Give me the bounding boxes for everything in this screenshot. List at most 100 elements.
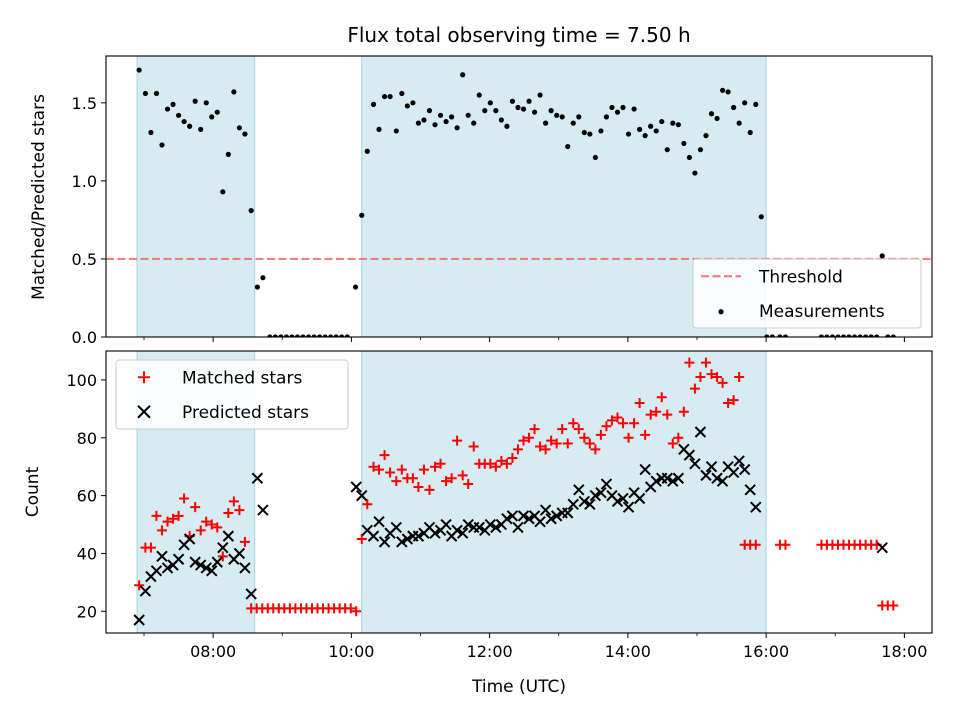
predicted-star-marker <box>217 541 229 554</box>
matched-star-marker <box>524 432 535 443</box>
matched-star-marker <box>162 516 173 527</box>
x-tick-label: 18:00 <box>881 642 927 661</box>
measurement-point <box>670 120 676 126</box>
chart-title: Flux total observing time = 7.50 h <box>347 23 690 47</box>
axes-frame <box>105 350 933 634</box>
predicted-star-marker <box>633 492 646 505</box>
measurement-point <box>592 154 598 161</box>
predicted-star-marker <box>700 469 712 482</box>
measurement-point <box>818 334 825 337</box>
predicted-star-marker <box>156 550 168 563</box>
measurement-point <box>272 334 278 337</box>
plot-area <box>106 56 932 337</box>
measurement-point <box>175 112 182 118</box>
legend-label: Measurements <box>759 302 885 322</box>
measurement-point <box>493 108 499 114</box>
measurement-point <box>203 100 209 106</box>
legend-label: Matched stars <box>182 368 302 388</box>
measurement-point <box>565 143 571 150</box>
matched-star-marker <box>623 432 634 443</box>
measurement-point <box>879 253 885 259</box>
measurement-point <box>370 101 377 107</box>
measurement-point <box>294 334 301 337</box>
measurement-point <box>675 122 681 128</box>
matched-star-marker <box>195 525 206 536</box>
measurement-point <box>352 284 359 290</box>
predicted-star-marker <box>617 492 629 505</box>
matched-star-marker <box>734 372 745 383</box>
matched-star-marker <box>512 444 523 455</box>
matched-star-marker <box>700 357 711 368</box>
measurement-point <box>454 125 460 131</box>
predicted-star-marker <box>683 449 696 461</box>
measurement-point <box>614 109 621 115</box>
matched-star-marker <box>413 481 424 492</box>
y-tick-label: 0.5 <box>72 250 97 269</box>
measurement-point <box>344 334 350 337</box>
top-panel-ratio: 0.0 0.5 1.0 1.5 Threshold Measurements <box>72 55 933 347</box>
measurement-point <box>305 334 312 337</box>
measurement-point <box>443 118 449 125</box>
matched-star-marker <box>457 470 468 481</box>
y-tick-label: 0.0 <box>72 328 97 347</box>
measurement-point <box>697 147 704 153</box>
measurement-point <box>742 100 748 106</box>
measurement-point <box>598 128 604 134</box>
predicted-star-marker <box>600 478 613 490</box>
predicted-star-marker <box>517 510 530 522</box>
measurement-point <box>376 126 382 132</box>
measurement-point <box>300 334 306 337</box>
measurement-point <box>581 129 587 136</box>
matched-star-marker <box>490 461 501 472</box>
predicted-star-marker <box>172 553 185 565</box>
measurement-point <box>322 334 328 337</box>
measurement-point <box>267 334 273 337</box>
measurement-point <box>148 129 154 136</box>
predicted-star-marker <box>456 527 469 539</box>
predicted-star-marker <box>251 472 264 484</box>
matched-star-marker <box>173 510 184 521</box>
measurement-point <box>404 103 410 109</box>
y-tick-label: 20 <box>77 602 97 621</box>
x-tick-label: 14:00 <box>605 642 651 661</box>
matched-star-marker <box>723 398 734 409</box>
predicted-star-marker <box>611 495 624 508</box>
measurement-point <box>874 334 880 337</box>
measurement-point <box>426 108 433 114</box>
y-axis-label-top: Matched/Predicted stars <box>29 94 49 300</box>
matched-star-marker <box>780 539 791 550</box>
measurement-point <box>181 118 187 125</box>
measurement-point <box>531 109 538 115</box>
matched-star-marker <box>501 458 512 469</box>
predicted-star-marker <box>222 530 235 542</box>
measurement-point <box>851 334 858 337</box>
measurement-point <box>465 112 471 118</box>
predicted-star-marker <box>573 484 585 496</box>
legend-measurement-swatch <box>718 309 724 315</box>
measurement-point <box>835 334 841 337</box>
measurement-point <box>333 334 339 337</box>
predicted-star-marker <box>705 460 718 473</box>
matched-star-marker <box>712 372 723 383</box>
y-tick-label: 1.5 <box>72 94 97 113</box>
predicted-star-marker <box>367 530 380 542</box>
matched-star-marker <box>750 539 761 550</box>
matched-star-marker <box>351 606 362 617</box>
matched-star-marker <box>507 453 518 464</box>
measurement-point <box>328 334 334 337</box>
measurement-point <box>254 284 260 290</box>
predicted-star-marker <box>750 501 762 513</box>
measurement-point <box>868 334 874 337</box>
measurement-point <box>648 123 654 129</box>
predicted-star-marker <box>562 507 574 519</box>
matched-star-marker <box>634 398 645 409</box>
matched-star-marker <box>168 513 179 524</box>
matched-star-marker <box>485 458 496 469</box>
measurement-point <box>248 207 254 214</box>
measurement-point <box>653 128 659 134</box>
measurement-point <box>504 123 510 129</box>
matched-star-marker <box>368 461 379 472</box>
predicted-star-marker <box>716 475 729 487</box>
measurement-point <box>311 334 317 337</box>
predicted-star-marker <box>490 521 502 534</box>
